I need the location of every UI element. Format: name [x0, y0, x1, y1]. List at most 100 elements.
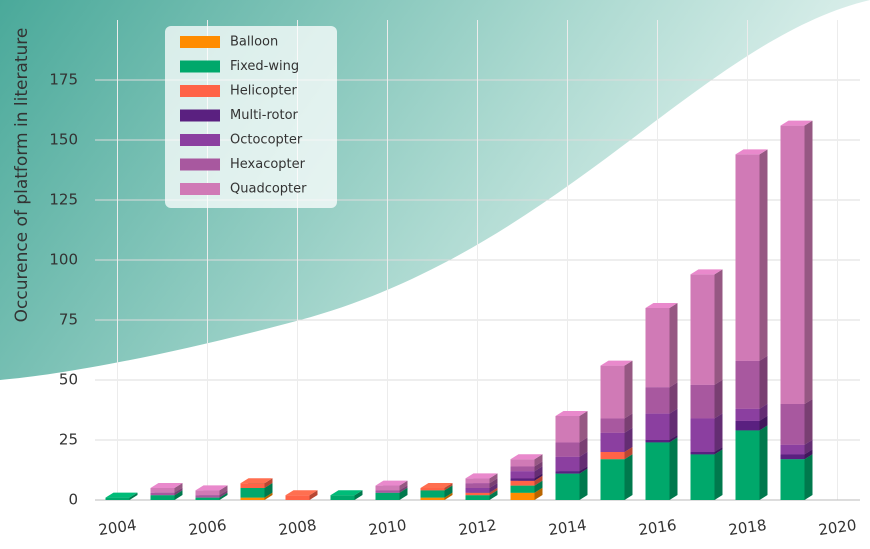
- legend-label: Balloon: [230, 35, 278, 50]
- bar-side: [579, 466, 588, 474]
- bar-side: [669, 382, 678, 414]
- legend-label: Hexacopter: [230, 157, 306, 172]
- bar-side: [759, 403, 768, 421]
- bar-top: [105, 492, 138, 498]
- bar-top: [555, 411, 588, 416]
- legend-label: Quadcopter: [230, 182, 307, 197]
- legend-swatch: [180, 158, 220, 171]
- y-tick-label: 150: [49, 131, 78, 149]
- bar-side: [624, 427, 633, 452]
- bar-segment: [600, 459, 625, 500]
- x-tick-label: 2020: [817, 516, 857, 539]
- bar-side: [534, 473, 543, 481]
- bar-side: [804, 449, 813, 460]
- y-tick-label: 0: [68, 491, 78, 509]
- bar-segment: [735, 360, 760, 409]
- bar-segment: [285, 495, 310, 500]
- bar-side: [174, 483, 183, 493]
- bar-segment: [420, 488, 445, 491]
- legend: Balloon Fixed-wing Helicopter Multi-rotor Oc…: [165, 26, 337, 208]
- x-tick-label: 2012: [457, 516, 497, 539]
- bar-top: [330, 490, 363, 496]
- bar-side: [669, 435, 678, 443]
- bar-segment: [240, 497, 265, 500]
- bar-segment: [555, 442, 580, 457]
- bar-side: [759, 149, 768, 361]
- bar-side: [399, 480, 408, 491]
- bar-side: [669, 303, 678, 388]
- bar-segment: [555, 416, 580, 443]
- bar-segment: [555, 473, 580, 500]
- bar-side: [219, 490, 228, 498]
- bar-segment: [465, 478, 490, 484]
- bar-side: [534, 487, 543, 500]
- bar-segment: [780, 454, 805, 460]
- bar-side: [489, 490, 498, 500]
- bar-segment: [420, 490, 445, 498]
- bar-side: [624, 360, 633, 419]
- bar-segment: [510, 466, 535, 472]
- y-tick-label: 25: [59, 431, 78, 449]
- bar-top: [240, 478, 273, 484]
- bar-side: [174, 487, 183, 496]
- y-axis-label: Occurence of platform in literature: [12, 28, 32, 323]
- bar-segment: [735, 420, 760, 431]
- x-tick-label: 2004: [97, 516, 137, 539]
- bar-side: [489, 483, 498, 493]
- bar-side: [219, 492, 228, 500]
- bar-segment: [690, 274, 715, 385]
- bar-segment: [645, 413, 670, 440]
- bar-side: [579, 468, 588, 500]
- bar-segment: [510, 471, 535, 479]
- bar-side: [579, 451, 588, 472]
- bar-segment: [375, 485, 400, 491]
- x-tick-label: 2010: [367, 516, 407, 539]
- bar-segment: [195, 490, 220, 496]
- bar-segment: [150, 488, 175, 493]
- bar-segment: [240, 483, 265, 488]
- bar-side: [714, 379, 723, 419]
- x-tick-label: 2006: [187, 516, 227, 539]
- bar-side: [804, 120, 813, 404]
- bar-side: [444, 485, 453, 498]
- legend-label: Helicopter: [230, 84, 297, 99]
- bar-side: [534, 480, 543, 493]
- bar-segment: [465, 483, 490, 488]
- bar-side: [579, 437, 588, 457]
- bar-side: [489, 487, 498, 496]
- bar-segment: [690, 384, 715, 419]
- bar-segment: [150, 495, 175, 500]
- bar-side: [759, 415, 768, 431]
- y-tick-label: 75: [59, 311, 78, 329]
- bar-segment: [690, 452, 715, 455]
- bar-side: [624, 413, 633, 433]
- legend-label: Fixed-wing: [230, 59, 299, 74]
- bar-side: [444, 492, 453, 500]
- bar-top: [420, 483, 453, 488]
- bar-segment: [465, 492, 490, 496]
- bar-segment: [645, 440, 670, 443]
- y-tick-label: 125: [49, 191, 78, 209]
- x-tick-label: 2018: [727, 516, 767, 539]
- bar-side: [264, 483, 273, 498]
- bar-side: [489, 478, 498, 488]
- bar-segment: [690, 418, 715, 452]
- bar-side: [624, 454, 633, 500]
- bar-side: [624, 447, 633, 460]
- bar-segment: [510, 492, 535, 500]
- bar-segment: [645, 442, 670, 500]
- bar-segment: [645, 387, 670, 414]
- bar-segment: [735, 408, 760, 421]
- bar-side: [669, 437, 678, 500]
- bar-segment: [555, 471, 580, 474]
- bar-segment: [600, 432, 625, 452]
- bar-side: [129, 492, 138, 500]
- bar-side: [399, 487, 408, 500]
- bar-segment: [735, 430, 760, 500]
- bar-segment: [105, 497, 130, 500]
- bar-segment: [600, 418, 625, 433]
- bar-top: [780, 120, 813, 126]
- plot-area: 0 25 50 75 100 125 150 175 2004 2006 2008 2010 2012 2…: [49, 20, 860, 539]
- bar-side: [309, 490, 318, 500]
